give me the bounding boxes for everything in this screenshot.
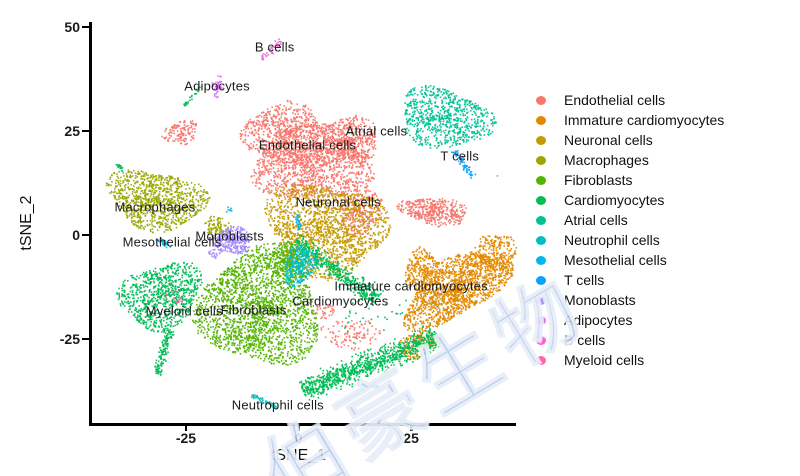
cluster-label: B cells — [254, 39, 295, 55]
y-tick-mark — [82, 337, 89, 341]
legend-swatch — [536, 295, 546, 305]
legend-item: Monoblasts — [536, 290, 724, 310]
y-tick-label: 25 — [64, 122, 80, 139]
legend-swatch — [536, 95, 546, 105]
legend-label: T cells — [564, 272, 605, 288]
cluster-label: T cells — [440, 148, 480, 164]
legend-item: T cells — [536, 270, 724, 290]
legend-item: Neutrophil cells — [536, 230, 724, 250]
legend-swatch — [536, 275, 546, 285]
legend-swatch — [536, 175, 546, 185]
cluster-label: Endothelial cells — [258, 137, 357, 153]
legend-swatch — [536, 355, 546, 365]
legend-item: B cells — [536, 330, 724, 350]
y-tick-label: 50 — [64, 18, 80, 35]
legend-item: Myeloid cells — [536, 350, 724, 370]
legend-item: Adipocytes — [536, 310, 724, 330]
legend-label: Monoblasts — [564, 292, 636, 308]
cluster-label: Neutrophil cells — [231, 397, 324, 413]
legend-label: Neutrophil cells — [564, 232, 660, 248]
legend-item: Cardiomyocytes — [536, 190, 724, 210]
x-tick-label: 0 — [294, 430, 303, 446]
x-tick-mark — [297, 425, 301, 431]
legend-swatch — [536, 135, 546, 145]
legend-item: Neuronal cells — [536, 130, 724, 150]
x-tick-mark — [184, 425, 188, 431]
cluster-label: Monoblasts — [195, 228, 264, 244]
legend-swatch — [536, 255, 546, 265]
legend-swatch — [536, 115, 546, 125]
legend-swatch — [536, 315, 546, 325]
cluster-label: Cardiomyocytes — [292, 293, 389, 309]
legend-item: Endothelial cells — [536, 90, 724, 110]
cluster-label: Atrial cells — [345, 123, 408, 139]
y-tick-mark — [82, 233, 89, 237]
legend-label: Fibroblasts — [564, 172, 633, 188]
legend-label: Macrophages — [564, 152, 649, 168]
y-axis-line — [89, 22, 92, 426]
legend-item: Atrial cells — [536, 210, 724, 230]
legend-swatch — [536, 335, 546, 345]
legend-item: Fibroblasts — [536, 170, 724, 190]
cluster-label: Mesothelial cells — [122, 234, 222, 250]
legend-label: Cardiomyocytes — [564, 192, 665, 208]
legend-swatch — [536, 215, 546, 225]
legend: Endothelial cells Immature cardiomyocytes… — [536, 90, 724, 370]
legend-label: Immature cardiomyocytes — [564, 112, 725, 128]
x-tick-label: 25 — [403, 430, 419, 446]
legend-label: Mesothelial cells — [564, 252, 667, 268]
x-axis-line — [89, 423, 516, 426]
y-axis-title: tSNE_2 — [18, 195, 35, 251]
x-tick-label: -25 — [175, 430, 197, 446]
legend-swatch — [536, 235, 546, 245]
x-tick-mark — [410, 425, 413, 431]
y-tick-mark — [82, 129, 89, 133]
legend-item: Immature cardiomyocytes — [536, 110, 724, 130]
cluster-label: Macrophages — [114, 199, 196, 215]
legend-swatch — [536, 195, 546, 205]
legend-item: Mesothelial cells — [536, 250, 724, 270]
y-tick-mark — [82, 25, 89, 29]
cluster-label: Neuronal cells — [295, 194, 381, 210]
y-tick-label: 0 — [72, 226, 80, 243]
legend-label: Adipocytes — [564, 312, 633, 328]
legend-label: Myeloid cells — [564, 352, 645, 368]
x-axis-title: tSNE_1 — [270, 447, 327, 464]
cluster-label: Immature cardiomyocytes — [334, 278, 488, 294]
legend-label: Atrial cells — [564, 212, 628, 228]
cluster-label: Fibroblasts — [220, 302, 287, 318]
cluster-label: Adipocytes — [184, 78, 250, 94]
legend-label: Neuronal cells — [564, 132, 653, 148]
legend-item: Macrophages — [536, 150, 724, 170]
y-tick-label: -25 — [59, 330, 80, 347]
legend-label: Endothelial cells — [564, 92, 666, 108]
legend-swatch — [536, 155, 546, 165]
cluster-label: Myeloid cells — [145, 303, 223, 319]
legend-label: B cells — [564, 332, 606, 348]
